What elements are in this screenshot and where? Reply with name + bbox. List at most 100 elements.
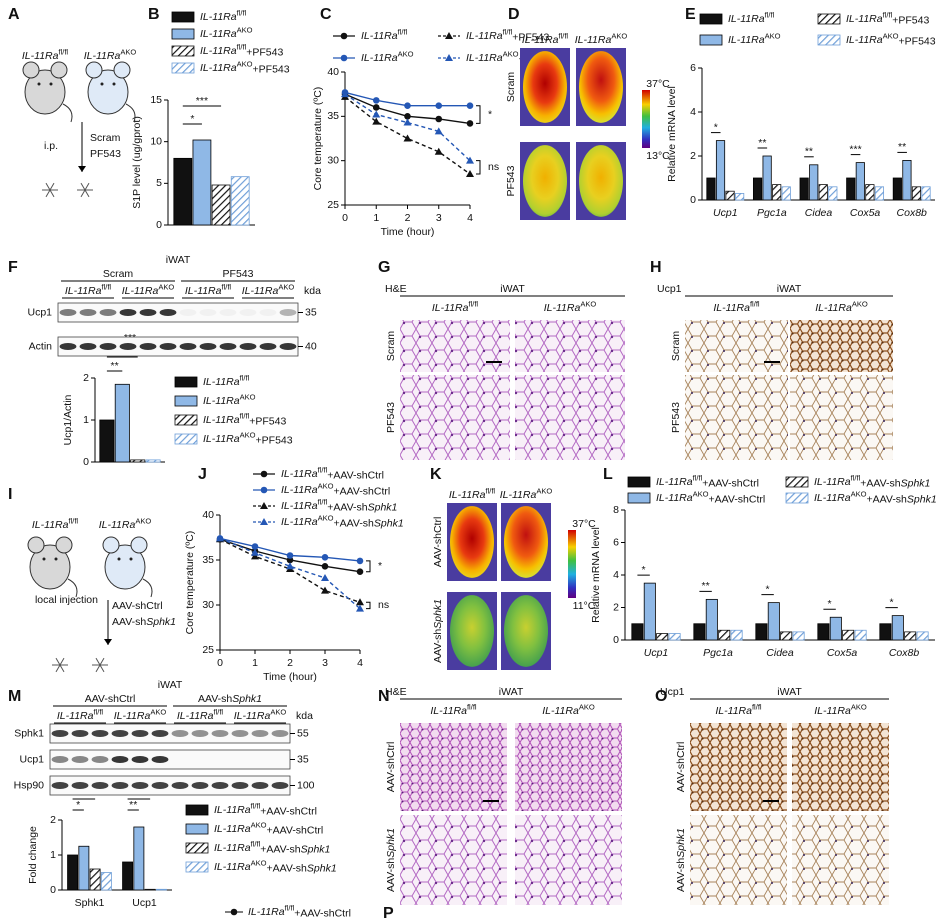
x-tick-label: Cox5a	[827, 647, 858, 659]
blot-row-label: Sphk1	[14, 727, 44, 739]
text-part: fl/fl	[237, 43, 247, 52]
text-part: +PF543	[512, 31, 549, 43]
mouse-eye	[37, 82, 41, 86]
row-label: AAV-shCtrl	[675, 742, 687, 793]
legend-label: IL-11RaAKO	[361, 50, 414, 64]
group-label: PF543	[223, 268, 254, 280]
row-label: PF543	[385, 402, 397, 433]
mouse-eye	[42, 557, 46, 561]
legend-marker	[260, 470, 268, 478]
text-part: +PF543	[892, 14, 929, 26]
blot-band	[159, 309, 177, 316]
point	[321, 586, 329, 594]
bar	[706, 177, 716, 201]
column-label: IL-11RaAKO	[814, 703, 867, 717]
text-part: IL-11Ra	[203, 395, 240, 407]
y-tick-label: 0	[690, 194, 696, 206]
blot-band	[179, 343, 197, 350]
text-part: IL-11Ra	[32, 519, 69, 531]
blot-band	[251, 730, 269, 737]
legend-marker	[260, 518, 268, 525]
point	[403, 134, 412, 142]
legend-marker	[260, 486, 268, 494]
legend-label: IL-11RaAKO	[728, 32, 781, 46]
column-label: IL-11RaAKO	[544, 300, 597, 314]
text-part: AKO	[240, 393, 256, 402]
x-tick-label: Ucp1	[713, 207, 738, 219]
text-part: Sphk1	[146, 616, 176, 628]
y-axis-label: Relative mRNA level	[666, 86, 678, 182]
blot-row-label: Ucp1	[19, 753, 44, 765]
y-axis-label: Core temperature (ºC)	[312, 87, 324, 191]
y-tick-label: 6	[613, 536, 619, 548]
text-part: AKO	[251, 821, 267, 830]
bar	[781, 186, 791, 201]
text-part: AKO	[536, 487, 552, 496]
text-part: +AAV-shCtrl	[267, 824, 324, 836]
y-tick-label: 0	[83, 456, 89, 468]
micrograph	[400, 320, 510, 372]
text-part: fl/fl	[752, 703, 762, 712]
x-tick-label: Cidea	[805, 207, 833, 219]
bar	[133, 826, 145, 891]
blot-band	[99, 343, 117, 350]
text-part: Sphk1	[368, 501, 398, 513]
x-tick-label: Cidea	[766, 647, 794, 659]
legend-label: IL-11RaAKO+AAV-shCtrl	[281, 482, 390, 498]
text-part: IL-11Ra	[99, 519, 136, 531]
text-part: AAV-sh	[432, 629, 444, 663]
legend-swatch	[185, 823, 209, 835]
micrograph	[792, 723, 889, 811]
point	[404, 102, 411, 109]
legend-marker	[340, 32, 348, 40]
snowflake	[80, 182, 90, 198]
bar	[817, 623, 830, 641]
legend-swatch	[171, 28, 195, 40]
bar	[799, 177, 809, 201]
blot-band	[131, 756, 149, 763]
mouse-label: IL-11Rafl/fl	[22, 48, 69, 62]
legend-marker	[230, 908, 238, 916]
thermal-spot	[523, 51, 567, 123]
bar	[767, 602, 780, 641]
text-part: Sphk1	[374, 517, 404, 529]
bar	[144, 888, 156, 891]
thermal-spot	[450, 506, 494, 578]
text-part: +PF543	[253, 63, 290, 75]
series-line	[344, 96, 471, 175]
blot-band	[139, 343, 157, 350]
route: local injection	[35, 594, 98, 606]
micrograph	[790, 375, 893, 460]
bar	[752, 177, 763, 201]
point	[251, 552, 259, 560]
snowflake	[45, 182, 55, 198]
significance: *	[890, 596, 894, 608]
legend-label: IL-11Rafl/fl+PF543	[846, 11, 929, 27]
text-part: fl/fl	[318, 498, 328, 507]
text-part: IL-11Ra	[575, 34, 612, 46]
y-axis-label: Ucp1/Actin	[62, 394, 74, 445]
text-part: IL-11Ra	[203, 414, 240, 426]
bar	[879, 623, 892, 641]
text-part: IL-11Ra	[65, 285, 102, 297]
text-part: IL-11Ra	[281, 468, 318, 480]
y-tick-label: 25	[202, 644, 214, 656]
marker-label: 100	[297, 779, 315, 791]
y-tick-label: 40	[327, 66, 339, 78]
bar	[911, 186, 922, 201]
panel-label: N	[378, 688, 390, 705]
text-part: IL-11Ra	[214, 842, 251, 854]
text-part: IL-11Ra	[361, 52, 398, 64]
text-part: +AAV-sh	[860, 477, 901, 489]
colorbar	[568, 530, 576, 598]
panel-label: B	[148, 6, 160, 23]
text-part: IL-11Ra	[713, 302, 750, 314]
blot-band	[111, 756, 129, 763]
blot-band	[71, 730, 89, 737]
marker-label: 35	[305, 306, 317, 318]
text-part: fl/fl	[251, 840, 261, 849]
mouse-label: IL-11RaAKO	[84, 48, 137, 62]
bar	[904, 631, 917, 641]
genotype-label: IL-11Rafl/fl	[177, 708, 224, 722]
